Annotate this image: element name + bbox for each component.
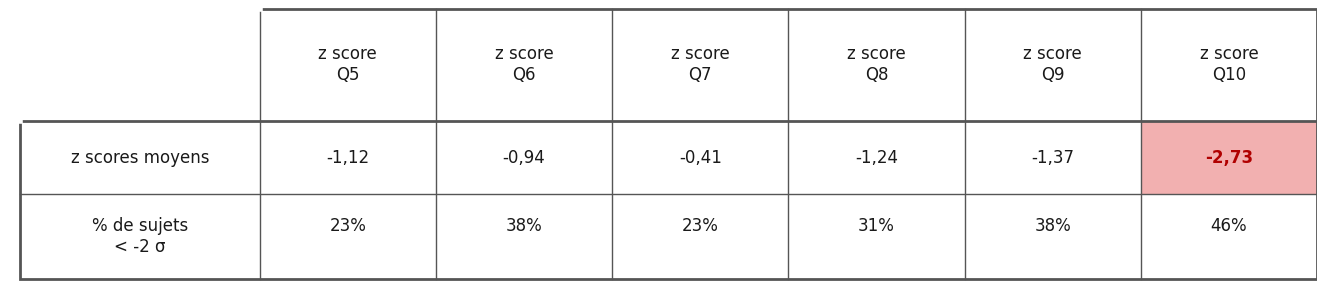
Text: 38%: 38%	[506, 217, 543, 236]
Bar	[436, 9, 612, 121]
Text: 23%: 23%	[329, 217, 366, 236]
Text: 31%: 31%	[859, 217, 896, 236]
Bar	[964, 121, 1141, 194]
Bar	[612, 121, 789, 194]
Text: -1,24: -1,24	[855, 149, 898, 166]
Text: z score
Q7: z score Q7	[670, 46, 730, 84]
Text: -0,94: -0,94	[503, 149, 545, 166]
Bar	[259, 194, 436, 279]
Text: -1,37: -1,37	[1031, 149, 1075, 166]
Text: -1,12: -1,12	[327, 149, 369, 166]
Bar	[259, 9, 436, 121]
Text: 38%: 38%	[1034, 217, 1071, 236]
Bar	[20, 9, 259, 121]
Text: z score
Q6: z score Q6	[495, 46, 553, 84]
Text: z score
Q10: z score Q10	[1200, 46, 1258, 84]
Bar	[789, 194, 964, 279]
Bar	[612, 9, 789, 121]
Text: -2,73: -2,73	[1205, 149, 1252, 166]
Text: z score
Q9: z score Q9	[1023, 46, 1083, 84]
Bar	[789, 121, 964, 194]
Bar	[964, 9, 1141, 121]
Text: 23%: 23%	[682, 217, 719, 236]
Bar	[259, 121, 436, 194]
Bar	[436, 194, 612, 279]
Bar	[436, 121, 612, 194]
Bar	[1141, 194, 1317, 279]
Text: % de sujets
< -2 σ: % de sujets < -2 σ	[92, 217, 188, 256]
Bar	[612, 194, 789, 279]
Text: -0,41: -0,41	[678, 149, 722, 166]
Bar	[964, 194, 1141, 279]
Bar	[1141, 121, 1317, 194]
Text: 46%: 46%	[1210, 217, 1247, 236]
Bar	[789, 9, 964, 121]
Bar	[20, 121, 259, 194]
Text: z score
Q8: z score Q8	[847, 46, 906, 84]
Bar	[1141, 9, 1317, 121]
Text: z scores moyens: z scores moyens	[71, 149, 209, 166]
Text: z score
Q5: z score Q5	[319, 46, 377, 84]
Bar	[20, 194, 259, 279]
